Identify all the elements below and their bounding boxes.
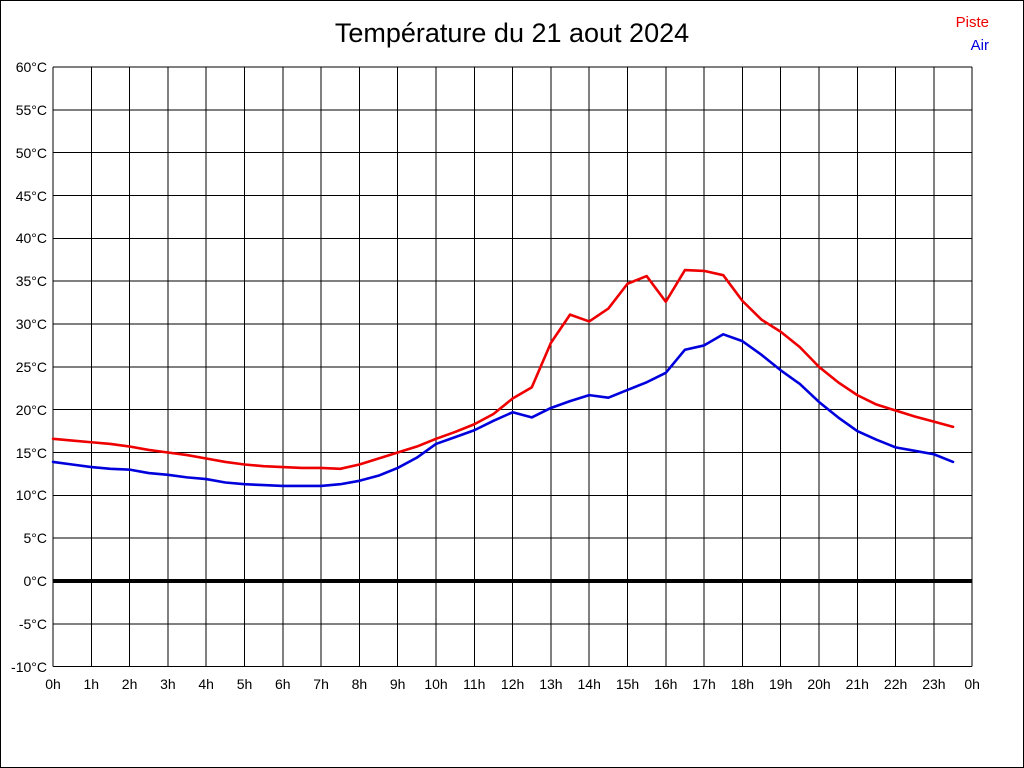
x-tick-label: 8h (351, 675, 368, 692)
chart-title: Température du 21 aout 2024 (334, 18, 690, 48)
y-tick-label: 30°C (15, 316, 47, 332)
x-tick-label: 17h (692, 675, 716, 692)
x-tick-label: 3h (160, 675, 176, 692)
x-tick-label: 16h (654, 675, 678, 692)
x-tick-label: 14h (577, 675, 601, 692)
x-tick-label: 15h (615, 675, 640, 692)
y-tick-label: -5°C (18, 615, 47, 632)
y-tick-label: 10°C (15, 487, 47, 504)
y-tick-label: 45°C (15, 187, 47, 204)
y-tick-label: 50°C (15, 144, 47, 161)
y-tick-label: 5°C (23, 530, 48, 547)
x-tick-label: 20h (807, 675, 831, 692)
y-tick-label: 0°C (23, 573, 48, 590)
y-tick-label: 60°C (15, 59, 47, 75)
air-line (51, 332, 955, 488)
x-tick-label: 5h (236, 675, 253, 692)
x-tick-label: 18h (730, 675, 755, 692)
x-tick-label: 2h (121, 675, 138, 692)
x-tick-label: 11h (463, 675, 486, 692)
x-tick-label: 4h (198, 675, 214, 692)
y-tick-label: 15°C (15, 444, 47, 461)
x-tick-label: 1h (83, 675, 100, 692)
y-tick-label: 25°C (15, 358, 47, 375)
x-tick-label: 22h (883, 675, 908, 692)
x-tick-label: 12h (500, 675, 525, 692)
x-tick-label: 6h (275, 675, 291, 692)
x-tick-label: 23h (922, 675, 946, 692)
y-tick-label: 35°C (15, 273, 47, 290)
y-tick-label: -10°C (11, 658, 47, 675)
legend-item-piste: Piste (955, 14, 989, 31)
x-tick-label: 0h (45, 675, 61, 692)
x-tick-label: 13h (539, 675, 563, 692)
y-tick-label: 20°C (15, 401, 47, 418)
y-tick-label: 40°C (15, 230, 47, 247)
x-tick-label: 9h (389, 675, 406, 692)
x-tick-label: 19h (769, 675, 793, 692)
x-tick-label: 7h (313, 675, 329, 692)
x-tick-label: 0h (964, 675, 980, 692)
piste-line (51, 268, 955, 471)
y-tick-label: 55°C (15, 101, 47, 118)
x-tick-label: 10h (424, 675, 448, 692)
x-tick-label: 21h (845, 675, 869, 692)
chart-legend: Piste Air (956, 11, 989, 57)
legend-item-air: Air (970, 37, 989, 54)
